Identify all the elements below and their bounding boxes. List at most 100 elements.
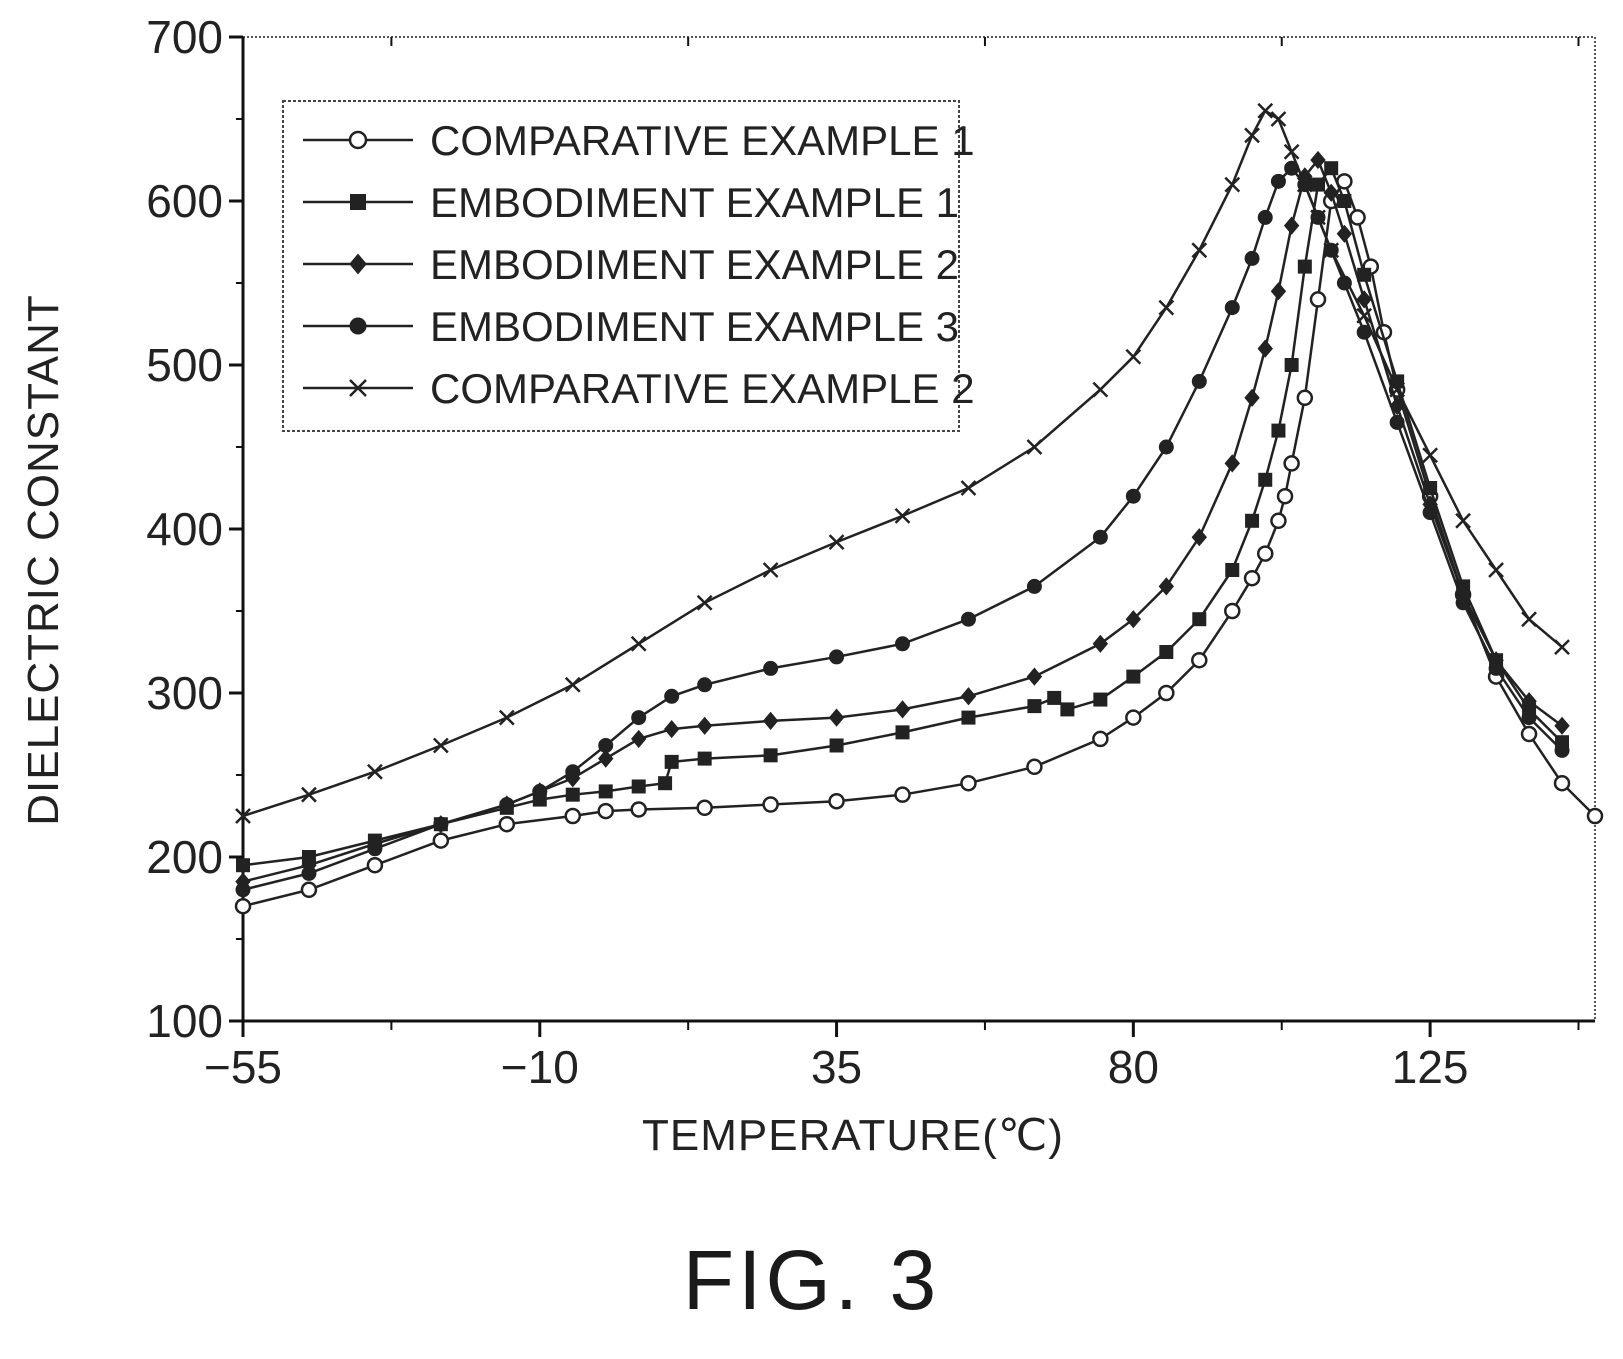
data-point bbox=[631, 710, 647, 726]
data-point bbox=[1356, 307, 1373, 324]
data-point bbox=[1323, 183, 1339, 202]
legend-item: EMBODIMENT EXAMPLE 2 bbox=[303, 241, 959, 288]
data-point bbox=[960, 687, 977, 706]
y-tick-label: 300 bbox=[146, 667, 223, 719]
data-point bbox=[1309, 291, 1327, 308]
y-tick-label: 500 bbox=[146, 339, 223, 391]
data-point bbox=[1324, 161, 1339, 176]
data-point bbox=[1521, 710, 1537, 726]
data-point bbox=[1310, 150, 1326, 170]
data-point bbox=[432, 737, 449, 754]
data-point bbox=[1026, 758, 1043, 776]
data-point bbox=[1389, 381, 1406, 398]
data-point bbox=[1244, 127, 1260, 144]
data-point bbox=[696, 716, 713, 735]
legend-item: EMBODIMENT EXAMPLE 3 bbox=[303, 303, 959, 350]
data-point bbox=[1521, 611, 1537, 628]
data-point bbox=[1026, 439, 1043, 455]
legend-label: EMBODIMENT EXAMPLE 2 bbox=[430, 241, 959, 288]
y-tick-label: 600 bbox=[146, 175, 223, 227]
data-point bbox=[1126, 669, 1141, 684]
data-point bbox=[1224, 176, 1241, 193]
data-point bbox=[1283, 143, 1300, 160]
data-point bbox=[1271, 423, 1286, 438]
data-point bbox=[1191, 651, 1208, 669]
data-point bbox=[1270, 282, 1287, 301]
data-point bbox=[1027, 699, 1042, 714]
data-point bbox=[631, 779, 646, 794]
legend-marker bbox=[349, 253, 367, 275]
legend-box bbox=[282, 100, 960, 432]
data-point bbox=[1092, 730, 1109, 748]
data-point bbox=[565, 787, 580, 802]
data-point bbox=[1554, 742, 1570, 758]
data-point bbox=[235, 808, 251, 824]
data-point bbox=[631, 729, 647, 749]
data-point bbox=[300, 881, 318, 899]
data-point bbox=[1270, 173, 1286, 189]
data-point bbox=[1283, 216, 1300, 235]
data-point bbox=[828, 534, 845, 551]
data-point bbox=[1258, 472, 1273, 487]
data-point bbox=[895, 725, 910, 740]
data-point bbox=[1336, 224, 1353, 243]
data-point bbox=[1553, 774, 1571, 792]
data-point bbox=[1349, 209, 1366, 226]
data-point bbox=[564, 676, 581, 693]
data-point bbox=[498, 709, 515, 726]
data-point bbox=[598, 737, 614, 753]
data-point bbox=[1422, 505, 1438, 521]
data-point bbox=[1245, 513, 1260, 528]
data-point bbox=[1270, 512, 1287, 530]
data-point bbox=[1284, 358, 1299, 372]
data-point bbox=[697, 751, 712, 766]
data-point bbox=[432, 832, 450, 849]
data-point bbox=[960, 774, 977, 792]
legend-marker bbox=[348, 130, 368, 150]
x-tick-label: 125 bbox=[1392, 1041, 1469, 1093]
data-point bbox=[367, 841, 383, 857]
data-point bbox=[597, 802, 614, 820]
data-point bbox=[1125, 610, 1142, 629]
data-point bbox=[1093, 692, 1108, 707]
data-point bbox=[828, 708, 845, 727]
data-point bbox=[1257, 339, 1273, 358]
data-point bbox=[1125, 709, 1142, 726]
data-point bbox=[829, 649, 845, 665]
y-tick-label: 400 bbox=[146, 503, 223, 555]
legend-item: COMPARATIVE EXAMPLE 1 bbox=[303, 117, 975, 164]
data-point bbox=[763, 748, 778, 763]
data-point bbox=[1337, 194, 1352, 208]
data-point bbox=[532, 783, 548, 799]
legend-marker bbox=[349, 317, 367, 335]
data-point bbox=[1026, 667, 1043, 686]
y-tick-label: 200 bbox=[146, 831, 223, 883]
data-point bbox=[1192, 612, 1207, 627]
figure-caption: FIG. 3 bbox=[682, 1233, 941, 1327]
data-point bbox=[1257, 102, 1274, 119]
y-tick-label: 700 bbox=[146, 11, 223, 63]
data-point bbox=[1283, 455, 1300, 472]
data-point bbox=[1191, 242, 1208, 259]
data-point bbox=[1310, 209, 1326, 226]
data-point bbox=[1422, 495, 1438, 514]
data-point bbox=[1455, 512, 1471, 529]
data-point bbox=[1488, 562, 1504, 578]
data-point bbox=[1125, 488, 1141, 504]
legend-label: EMBODIMENT EXAMPLE 3 bbox=[430, 303, 959, 350]
x-tick-label: 80 bbox=[1108, 1041, 1159, 1093]
series-4 bbox=[235, 160, 1570, 898]
y-axis-title: DIELECTRIC CONSTANT bbox=[19, 294, 68, 826]
x-axis-title: TEMPERATURE(℃) bbox=[642, 1111, 1064, 1160]
data-point bbox=[762, 711, 779, 730]
data-point bbox=[961, 710, 976, 725]
data-point bbox=[1158, 439, 1174, 455]
data-point bbox=[664, 688, 680, 704]
data-point bbox=[1243, 569, 1261, 587]
data-point bbox=[1158, 299, 1175, 316]
data-point bbox=[696, 594, 713, 611]
x-tick-label: −55 bbox=[204, 1041, 282, 1093]
data-point bbox=[1586, 807, 1604, 825]
series-line bbox=[242, 109, 1563, 818]
data-point bbox=[1311, 177, 1326, 192]
